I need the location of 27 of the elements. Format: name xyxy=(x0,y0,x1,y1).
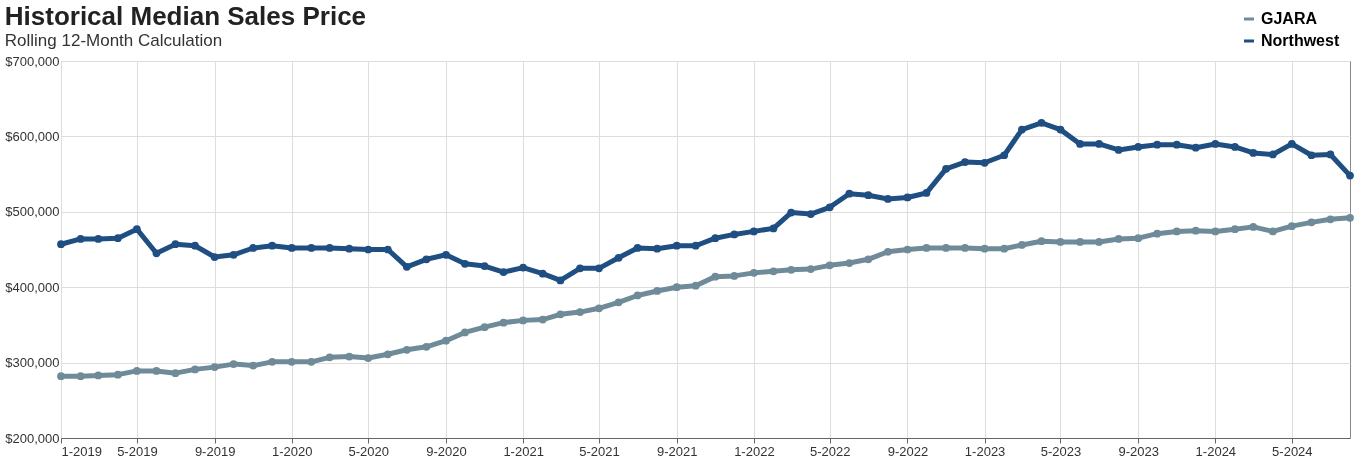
x-tick-label: 5-2022 xyxy=(809,443,851,459)
x-tick-label: 9-2019 xyxy=(194,443,236,459)
legend-label: Northwest xyxy=(1261,32,1340,49)
y-tick-label: $400,000 xyxy=(5,279,60,295)
x-tick-label: 5-2023 xyxy=(1040,443,1082,459)
chart-subtitle: Rolling 12-Month Calculation xyxy=(4,31,223,50)
x-tick-label: 1-2021 xyxy=(503,443,544,459)
x-tick-label: 1-2019 xyxy=(61,443,102,459)
y-tick-label: $600,000 xyxy=(5,128,60,144)
x-tick-label: 1-2024 xyxy=(1195,443,1237,459)
y-tick-label: $700,000 xyxy=(5,53,60,69)
legend-label: GJARA xyxy=(1261,10,1318,27)
x-tick-label: 1-2020 xyxy=(272,443,313,459)
x-tick-label: 5-2019 xyxy=(117,443,158,459)
y-tick-label: $500,000 xyxy=(5,204,60,220)
x-tick-label: 1-2023 xyxy=(964,443,1006,459)
chart-title: Historical Median Sales Price xyxy=(4,1,367,31)
x-tick-label: 5-2020 xyxy=(348,443,389,459)
x-tick-label: 5-2021 xyxy=(579,443,620,459)
x-tick-label: 9-2023 xyxy=(1118,443,1159,459)
x-tick-label: 1-2022 xyxy=(734,443,775,459)
x-tick-label: 9-2022 xyxy=(887,443,929,459)
y-tick-label: $200,000 xyxy=(5,430,60,446)
x-tick-label: 9-2020 xyxy=(426,443,467,459)
x-tick-label: 9-2021 xyxy=(656,443,698,459)
x-tick-label: 5-2024 xyxy=(1272,443,1313,459)
y-tick-label: $300,000 xyxy=(5,355,60,371)
